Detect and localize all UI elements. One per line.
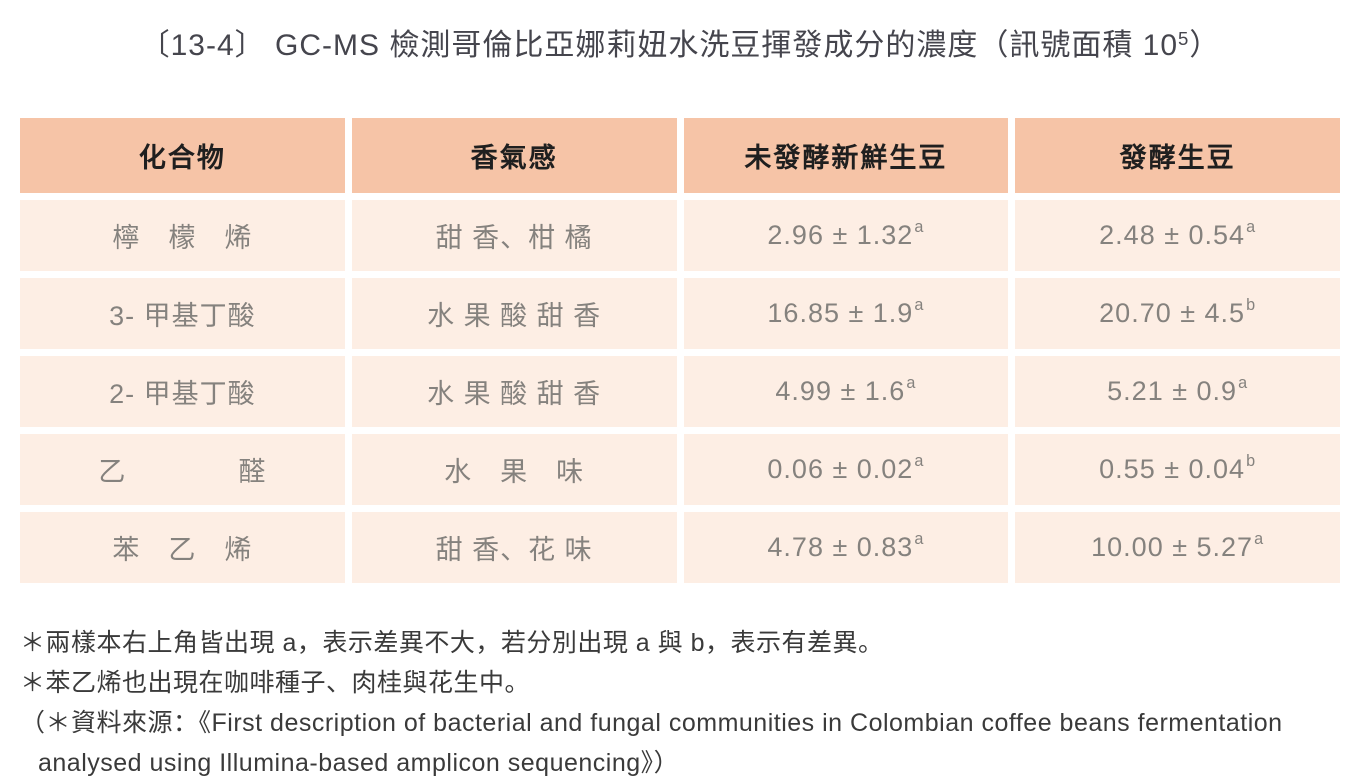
cell-fresh-3-methylbutanoic: 16.85 ± 1.9 a	[683, 278, 1009, 349]
footnote-styrene: ＊苯乙烯也出現在咖啡種子、肉桂與花生中。	[20, 669, 531, 697]
cell-fresh-acetaldehyde: 0.06 ± 0.02 a	[683, 434, 1009, 505]
cell-aroma-3-methylbutanoic: 水 果 酸 甜 香	[351, 278, 677, 349]
header-cell-compound: 化合物	[20, 118, 345, 193]
table-title: 〔13-4〕 GC-MS 檢測哥倫比亞娜莉妞水洗豆揮發成分的濃度（訊號面積 10…	[20, 20, 1340, 71]
cell-compound-2-methylbutanoic: 2- 甲基丁酸	[20, 356, 345, 427]
cell-aroma-2-methylbutanoic: 水 果 酸 甜 香	[351, 356, 677, 427]
value-text: 0.55 ± 0.04	[1099, 454, 1246, 484]
cell-fresh-styrene: 4.78 ± 0.83 a	[683, 512, 1009, 583]
cell-fermented-3-methylbutanoic: 20.70 ± 4.5 b	[1015, 278, 1340, 349]
title-text: 〔13-4〕 GC-MS 檢測哥倫比亞娜莉妞水洗豆揮發成分的濃度（訊號面積 10	[139, 29, 1179, 62]
footnotes: ＊兩樣本右上角皆出現 a，表示差異不大，若分別出現 a 與 b，表示有差異。 ＊…	[20, 623, 1340, 783]
value-text: 0.06 ± 0.02	[767, 454, 914, 484]
cell-fresh-limonene: 2.96 ± 1.32 a	[683, 200, 1009, 271]
cell-aroma-acetaldehyde: 水 果 味	[351, 434, 677, 505]
value-text: 10.00 ± 5.27	[1091, 532, 1254, 562]
cell-compound-styrene: 苯 乙 烯	[20, 512, 345, 583]
value-text: 2.96 ± 1.32	[767, 220, 914, 250]
compound-concentration-table: 化合物 香氣感 未發酵新鮮生豆 發酵生豆 檸 檬 烯 甜 香、柑 橘 2.96 …	[20, 118, 1340, 583]
footnote-source-line2: analysed using Illumina-based amplicon s…	[38, 749, 680, 777]
cell-fresh-2-methylbutanoic: 4.99 ± 1.6 a	[683, 356, 1009, 427]
cell-fermented-acetaldehyde: 0.55 ± 0.04 b	[1015, 434, 1340, 505]
cell-fermented-limonene: 2.48 ± 0.54 a	[1015, 200, 1340, 271]
title-superscript: 5	[1178, 27, 1190, 49]
header-cell-aroma: 香氣感	[351, 118, 677, 193]
value-text: 16.85 ± 1.9	[767, 298, 914, 328]
value-text: 2.48 ± 0.54	[1099, 220, 1246, 250]
cell-compound-acetaldehyde: 乙 醛	[20, 434, 345, 505]
cell-compound-limonene: 檸 檬 烯	[20, 200, 345, 271]
cell-aroma-limonene: 甜 香、柑 橘	[351, 200, 677, 271]
cell-compound-3-methylbutanoic: 3- 甲基丁酸	[20, 278, 345, 349]
cell-fermented-styrene: 10.00 ± 5.27 a	[1015, 512, 1340, 583]
header-cell-fermented: 發酵生豆	[1015, 118, 1340, 193]
cell-fermented-2-methylbutanoic: 5.21 ± 0.9 a	[1015, 356, 1340, 427]
cell-aroma-styrene: 甜 香、花 味	[351, 512, 677, 583]
value-text: 5.21 ± 0.9	[1107, 376, 1238, 406]
footnote-source-line1: （＊資料來源：《First description of bacterial a…	[20, 709, 1283, 737]
title-closing-paren: ）	[1189, 29, 1221, 62]
value-text: 4.99 ± 1.6	[775, 376, 906, 406]
footnote-significance: ＊兩樣本右上角皆出現 a，表示差異不大，若分別出現 a 與 b，表示有差異。	[20, 629, 884, 657]
value-text: 20.70 ± 4.5	[1099, 298, 1246, 328]
value-text: 4.78 ± 0.83	[767, 532, 914, 562]
header-cell-unfermented: 未發酵新鮮生豆	[683, 118, 1009, 193]
